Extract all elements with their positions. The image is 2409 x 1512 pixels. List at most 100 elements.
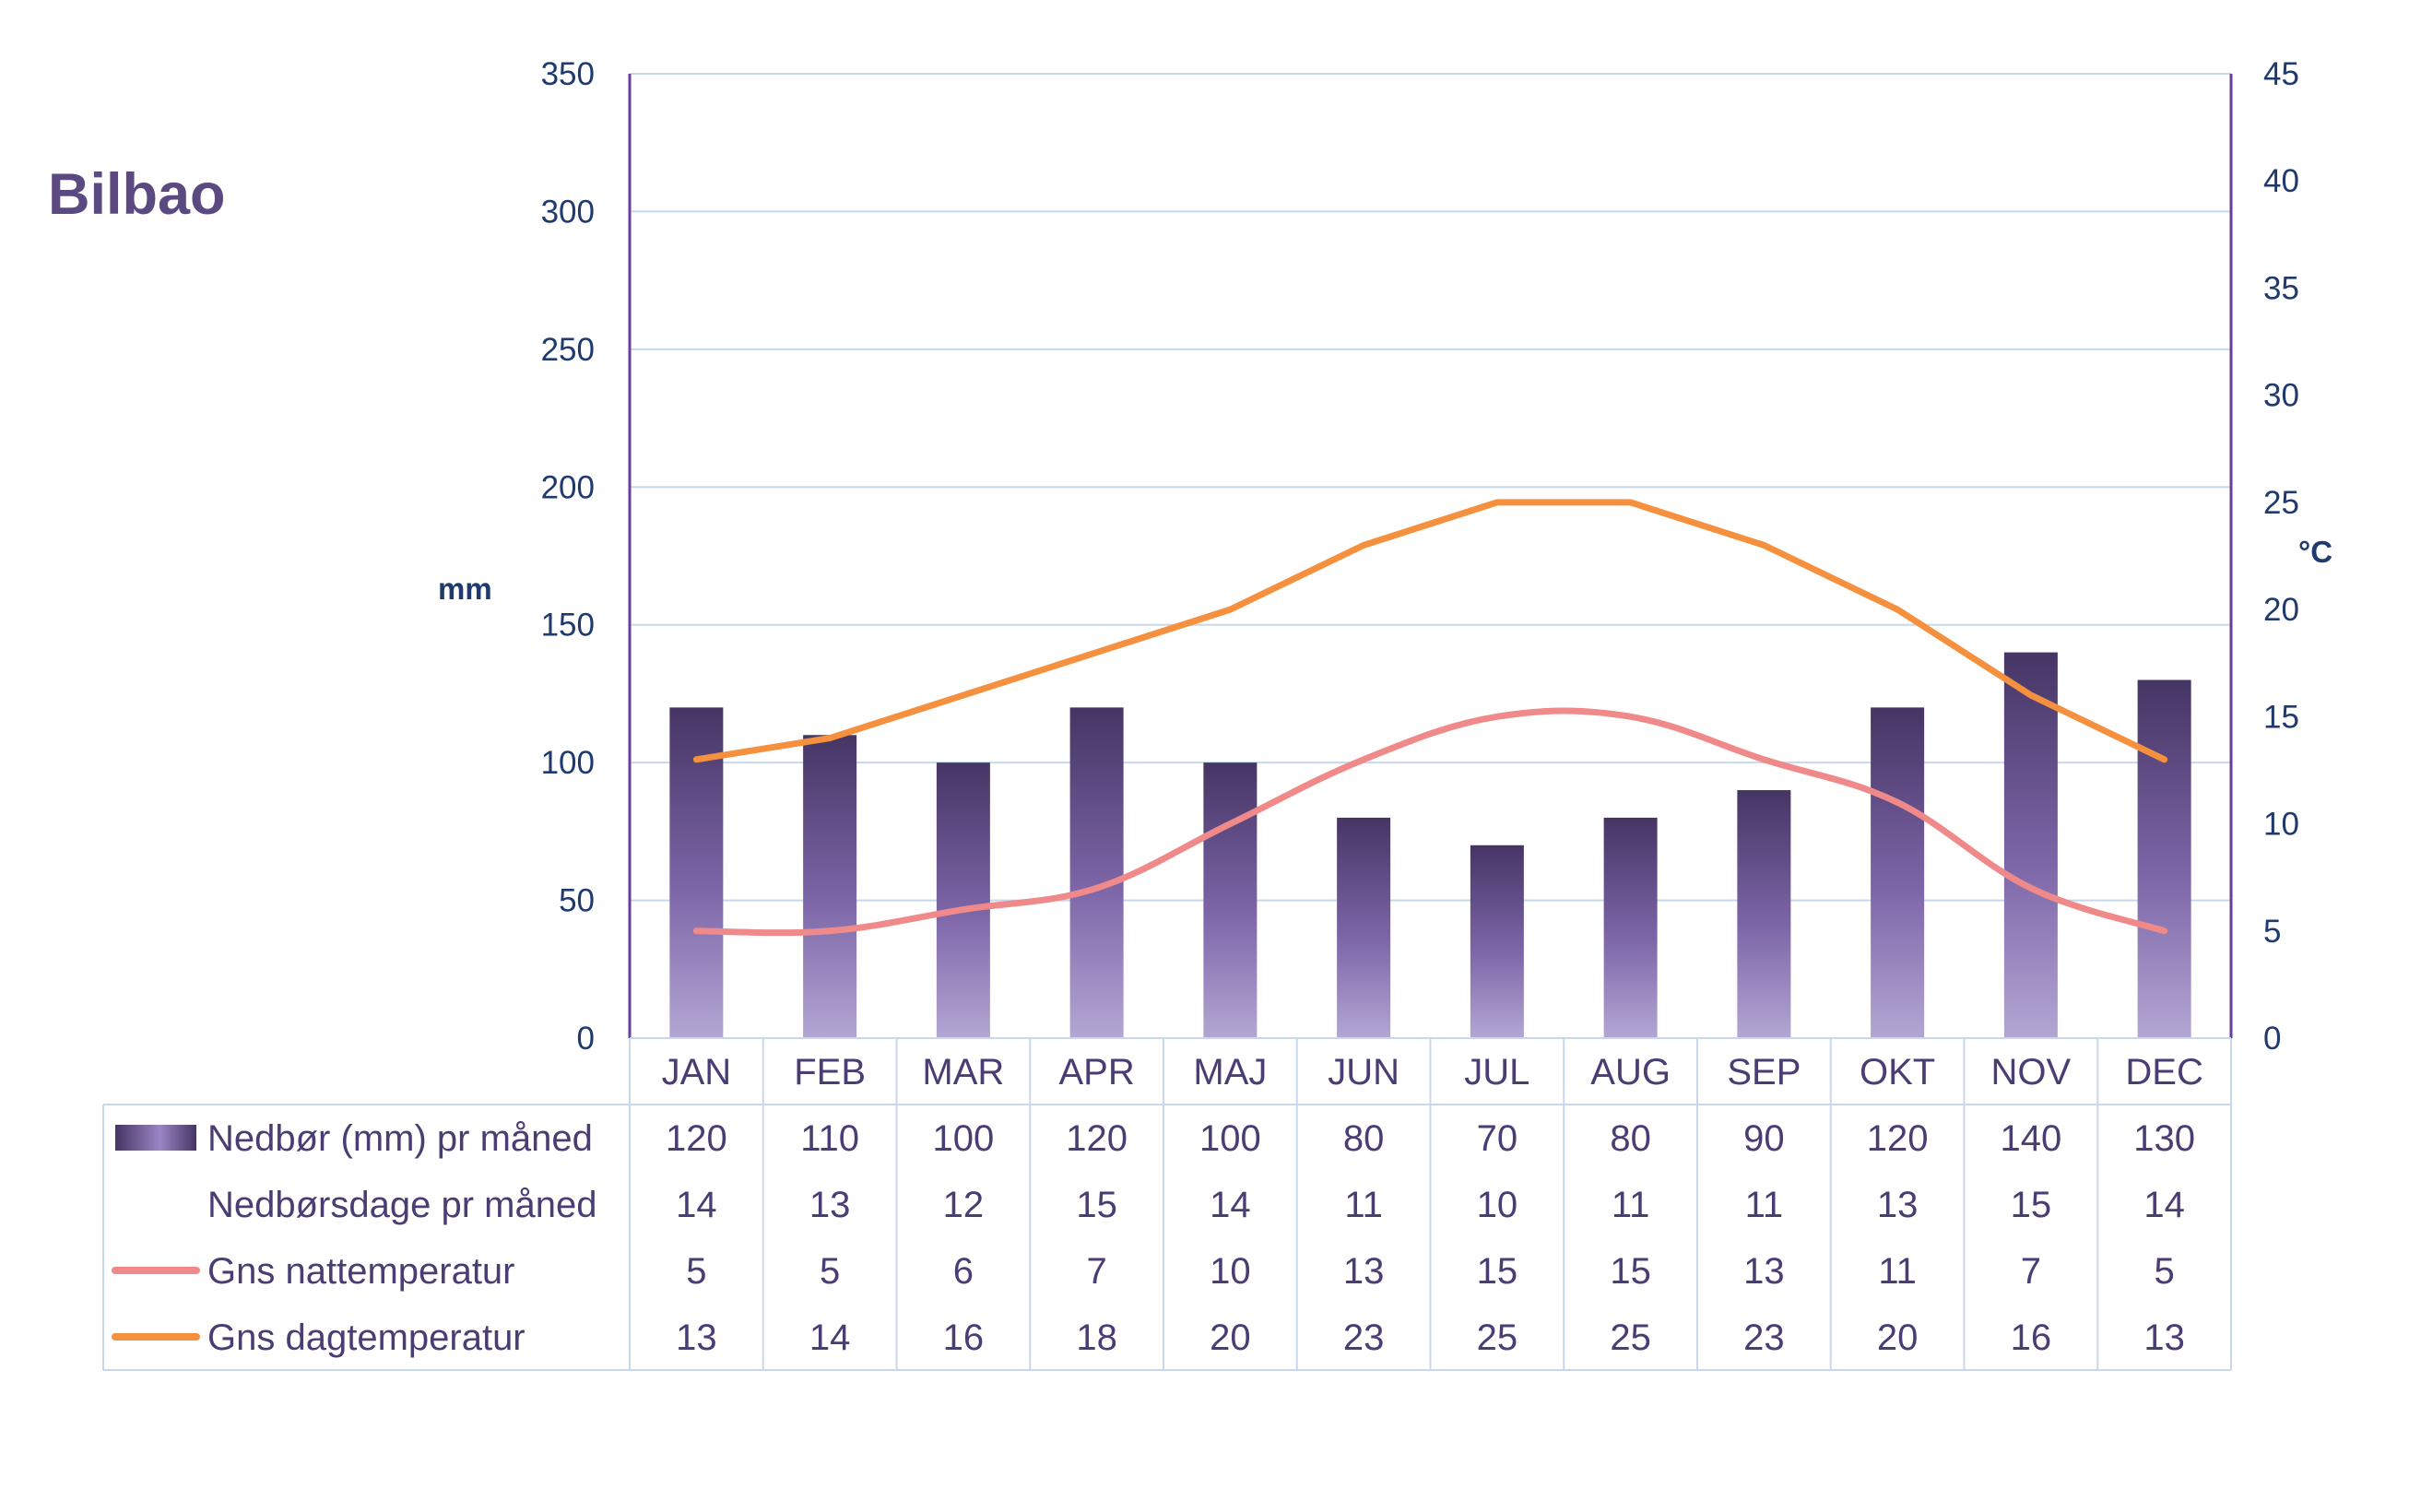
right-tick-label: 10 [2263, 807, 2299, 843]
table-cell-value: 80 [1343, 1118, 1385, 1159]
left-tick-label: 350 [541, 56, 595, 92]
category-label: MAJ [1193, 1052, 1267, 1093]
table-cell-value: 23 [1743, 1317, 1785, 1358]
category-label: JUN [1328, 1052, 1399, 1093]
table-cell-value: 7 [1087, 1251, 1107, 1292]
table-cell-value: 25 [1610, 1317, 1651, 1358]
category-label: JUL [1464, 1052, 1529, 1093]
right-tick-label: 25 [2263, 485, 2299, 521]
precipitation-bar [1337, 817, 1391, 1038]
table-cell-value: 14 [1210, 1185, 1251, 1225]
table-cell-value: 11 [1878, 1251, 1917, 1292]
precipitation-bar [2003, 652, 2058, 1038]
legend-key-precipitation [115, 1125, 196, 1151]
table-cell-value: 80 [1610, 1118, 1651, 1159]
category-label: SEP [1727, 1052, 1801, 1093]
table-cell-value: 14 [809, 1317, 851, 1358]
category-label: APR [1059, 1052, 1135, 1093]
precipitation-bar [1069, 707, 1124, 1038]
table-cell-value: 13 [1343, 1251, 1385, 1292]
table-cell-value: 5 [686, 1251, 706, 1292]
table-cell-value: 16 [2011, 1317, 2052, 1358]
table-cell-value: 5 [2155, 1251, 2175, 1292]
left-tick-label: 0 [577, 1021, 595, 1057]
table-cell-value: 70 [1477, 1118, 1518, 1159]
table-cell-value: 11 [1745, 1185, 1784, 1225]
data-table: JAN FEB MAR APR MAJ JUN JUL AUG SEP OKT NOV DEC Nedb… [102, 1038, 2232, 1371]
precipitation-bar [936, 762, 990, 1038]
table-cell-value: 18 [1076, 1317, 1117, 1358]
table-row-label: Nedbørsdage pr måned [207, 1185, 596, 1225]
table-cell-value: 140 [2001, 1118, 2062, 1159]
precipitation-bar [803, 735, 857, 1038]
category-label: AUG [1590, 1052, 1671, 1093]
table-cell-value: 14 [2143, 1185, 2185, 1225]
table-cell-value: 16 [943, 1317, 985, 1358]
table-cell-value: 120 [1867, 1118, 1929, 1159]
table-cell-value: 11 [1612, 1185, 1650, 1225]
gridlines [630, 73, 2231, 902]
left-tick-label: 100 [541, 745, 595, 781]
chart-title: Bilbao [48, 162, 226, 227]
right-tick-label: 15 [2263, 699, 2299, 735]
table-cell-value: 15 [2011, 1185, 2052, 1225]
right-tick-label: 0 [2263, 1021, 2281, 1057]
table-cell-value: 110 [800, 1118, 859, 1159]
precipitation-bar [2137, 679, 2191, 1038]
table-cell-value: 10 [1477, 1185, 1518, 1225]
table-cell-value: 11 [1344, 1185, 1383, 1225]
category-label: NOV [1991, 1052, 2072, 1093]
category-label: JAN [662, 1052, 732, 1093]
right-tick-label: 35 [2263, 270, 2299, 306]
precipitation-bars [669, 652, 2191, 1038]
table-row-label: Nedbør (mm) pr måned [207, 1118, 593, 1159]
table-cell-value: 100 [1199, 1118, 1261, 1159]
precipitation-bar [1203, 762, 1258, 1038]
right-tick-label: 5 [2263, 914, 2281, 950]
precipitation-bar [1603, 817, 1658, 1038]
table-cell-value: 100 [933, 1118, 995, 1159]
left-tick-label: 200 [541, 469, 595, 505]
night-temperature-line [692, 707, 2168, 937]
right-tick-label: 45 [2263, 56, 2299, 92]
category-label: FEB [794, 1052, 866, 1093]
table-cell-value: 25 [1477, 1317, 1518, 1358]
left-tick-label: 50 [559, 883, 595, 919]
table-cell-value: 120 [1066, 1118, 1128, 1159]
table-cell-value: 15 [1076, 1185, 1117, 1225]
category-label: OKT [1860, 1052, 1935, 1093]
right-tick-label: 40 [2263, 163, 2299, 199]
table-cell-value: 20 [1877, 1317, 1919, 1358]
table-cell-value: 90 [1743, 1118, 1785, 1159]
table-cell-value: 13 [676, 1317, 717, 1358]
left-axis-label: mm [438, 572, 492, 606]
table-cell-value: 6 [953, 1251, 974, 1292]
table-cell-value: 23 [1343, 1317, 1385, 1358]
table-cell-value: 7 [2021, 1251, 2041, 1292]
table-cell-value: 13 [2143, 1317, 2185, 1358]
day-temperature-line [692, 499, 2168, 763]
table-cell-value: 14 [676, 1185, 717, 1225]
left-tick-label: 300 [541, 194, 595, 230]
table-cell-value: 120 [666, 1118, 727, 1159]
right-axis-label: °C [2298, 535, 2332, 569]
table-cell-value: 13 [809, 1185, 851, 1225]
precipitation-bar [1470, 845, 1524, 1038]
table-cell-value: 5 [820, 1251, 840, 1292]
table-cell-value: 13 [1743, 1251, 1785, 1292]
table-cell-value: 20 [1210, 1317, 1251, 1358]
precipitation-bar [1737, 790, 1791, 1038]
table-cell-value: 13 [1877, 1185, 1919, 1225]
category-label: MAR [922, 1052, 1004, 1093]
table-cell-value: 12 [943, 1185, 985, 1225]
category-label: DEC [2125, 1052, 2202, 1093]
table-cell-value: 15 [1610, 1251, 1651, 1292]
table-cell-value: 10 [1210, 1251, 1251, 1292]
temperature-lines [692, 499, 2168, 937]
table-row-label: Gns dagtemperatur [207, 1317, 525, 1358]
right-tick-label: 20 [2263, 592, 2299, 628]
left-tick-label: 150 [541, 608, 595, 644]
table-cell-value: 130 [2133, 1118, 2195, 1159]
left-tick-label: 250 [541, 332, 595, 368]
